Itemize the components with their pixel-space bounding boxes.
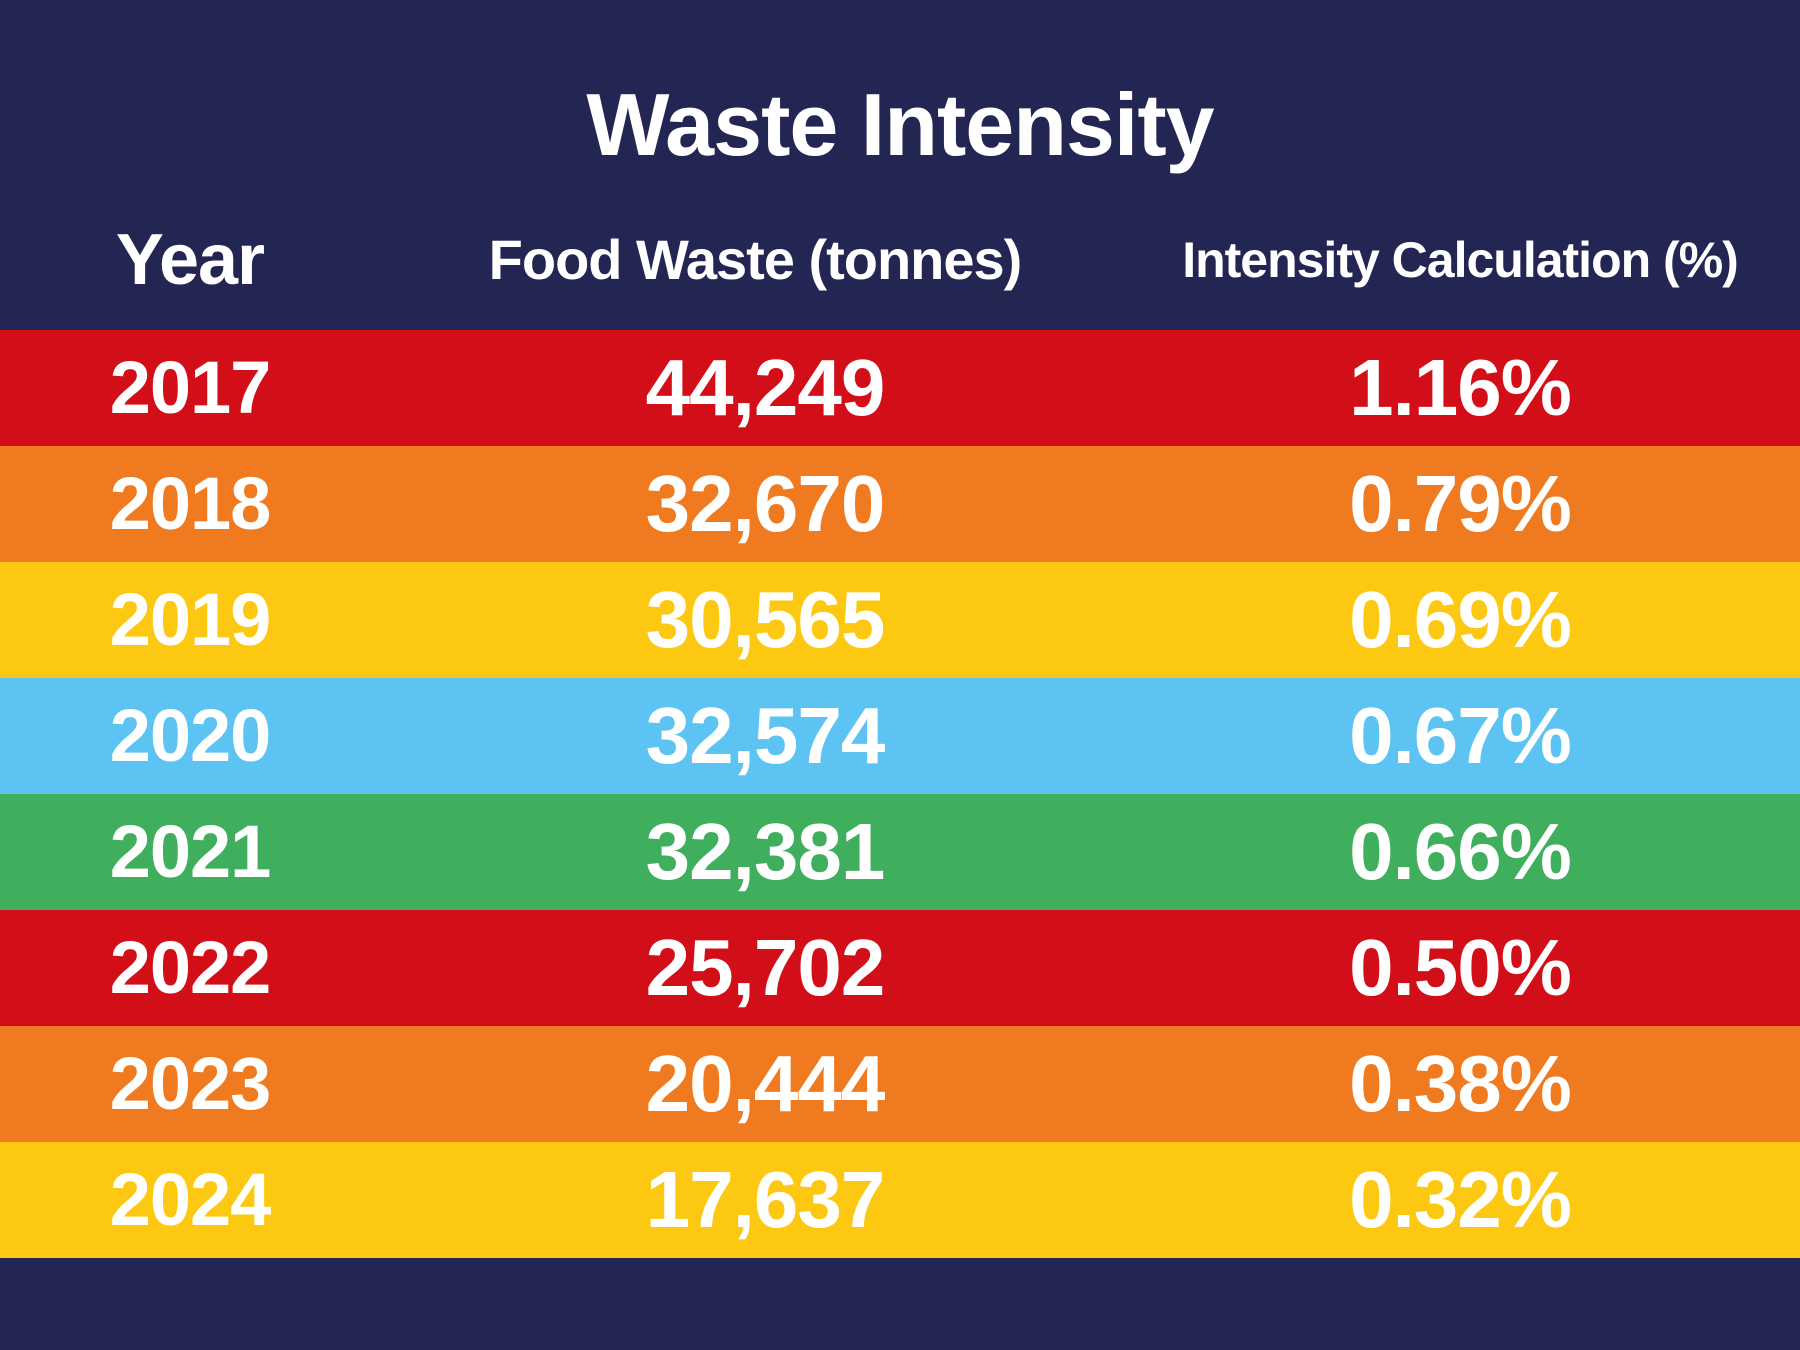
food-waste-cell: 17,637 (645, 1155, 886, 1244)
year-cell: 2022 (109, 926, 272, 1009)
food-waste-cell: 32,381 (645, 807, 886, 896)
food-waste-cell: 20,444 (645, 1039, 886, 1128)
food-waste-cell: 25,702 (645, 923, 886, 1012)
table-body: 2017 44,249 1.16% 2018 32,670 0.79% 2019… (0, 330, 1800, 1258)
intensity-cell: 0.67% (1349, 691, 1572, 780)
intensity-cell: 0.32% (1349, 1155, 1572, 1244)
table-row: 2023 20,444 0.38% (0, 1026, 1800, 1142)
table-row: 2020 32,574 0.67% (0, 678, 1800, 794)
year-cell: 2020 (109, 694, 272, 777)
year-cell: 2021 (109, 810, 272, 893)
intensity-cell: 0.50% (1349, 923, 1572, 1012)
food-waste-cell: 44,249 (645, 343, 886, 432)
table-row: 2018 32,670 0.79% (0, 446, 1800, 562)
header-intensity: Intensity Calculation (%) (1182, 232, 1739, 288)
intensity-cell: 1.16% (1349, 343, 1572, 432)
year-cell: 2018 (109, 462, 272, 545)
intensity-cell: 0.79% (1349, 459, 1572, 548)
table-row: 2019 30,565 0.69% (0, 562, 1800, 678)
table-title: Waste Intensity (586, 75, 1214, 174)
table-row: 2022 25,702 0.50% (0, 910, 1800, 1026)
table-row: 2021 32,381 0.66% (0, 794, 1800, 910)
intensity-cell: 0.69% (1349, 575, 1572, 664)
food-waste-cell: 30,565 (645, 575, 886, 664)
year-cell: 2019 (109, 578, 272, 661)
food-waste-cell: 32,574 (645, 691, 886, 780)
header-year: Year (115, 220, 265, 300)
food-waste-cell: 32,670 (645, 459, 886, 548)
year-cell: 2024 (109, 1158, 272, 1241)
year-cell: 2023 (109, 1042, 272, 1125)
table-row: 2024 17,637 0.32% (0, 1142, 1800, 1258)
intensity-cell: 0.66% (1349, 807, 1572, 896)
intensity-cell: 0.38% (1349, 1039, 1572, 1128)
year-cell: 2017 (109, 346, 272, 429)
header-food-waste: Food Waste (tonnes) (488, 228, 1023, 291)
table-row: 2017 44,249 1.16% (0, 330, 1800, 446)
